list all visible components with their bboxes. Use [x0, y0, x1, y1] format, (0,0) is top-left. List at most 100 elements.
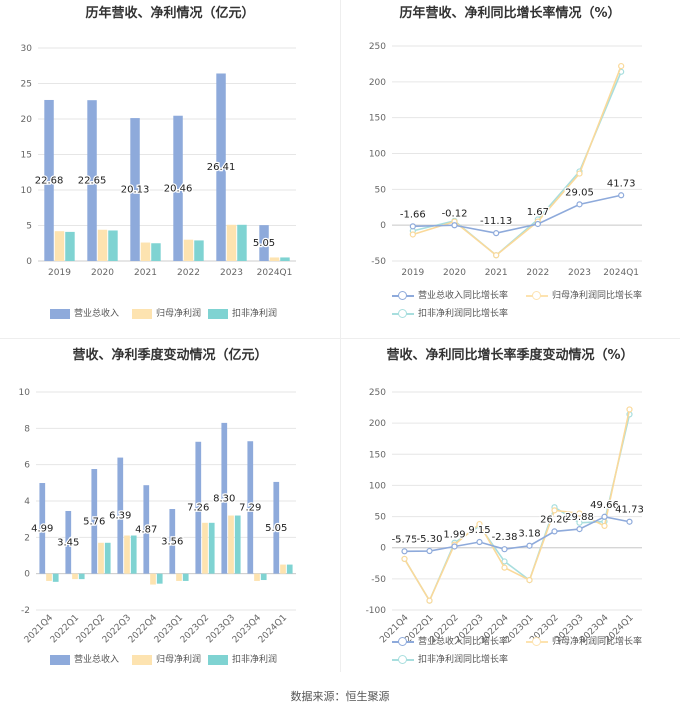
bar-net-profit — [150, 573, 156, 585]
bar-deducted-profit — [182, 573, 189, 581]
data-label: 5.05 — [253, 238, 275, 249]
bar-deducted-profit — [65, 231, 75, 261]
bar-net-profit — [254, 573, 260, 581]
legend-item-net-profit[interactable]: 归母净利润 — [132, 652, 201, 665]
series-point — [476, 520, 483, 528]
series-point — [551, 528, 558, 535]
chart-title: 营收、净利同比增长率季度变动情况（%） — [386, 348, 634, 363]
series-point — [401, 548, 408, 555]
bar-deducted-profit — [78, 573, 85, 580]
legend-item-net-profit-growth[interactable]: 归母净利润同比增长率 — [526, 634, 642, 647]
legend-label: 扣非净利润同比增长率 — [418, 309, 509, 319]
series-point — [618, 62, 625, 70]
x-tick-label: 2021 — [485, 268, 508, 278]
y-tick-label: 15 — [21, 151, 32, 161]
legend-item-revenue-growth[interactable]: 营业总收入同比增长率 — [392, 634, 508, 647]
data-label: -2.38 — [492, 532, 518, 543]
data-label: 3.56 — [161, 536, 183, 547]
series-point — [526, 542, 533, 549]
x-tick-label: 2023 — [568, 268, 591, 278]
bar-deducted-profit — [104, 542, 111, 574]
x-tick-label: 2021 — [134, 268, 157, 278]
legend-swatch — [208, 308, 228, 319]
bar-deducted-profit — [208, 522, 215, 574]
series-line-net-profit-growth — [403, 409, 631, 603]
bar-revenue — [130, 118, 140, 262]
bar-net-profit — [226, 224, 237, 261]
bar-revenue — [247, 441, 254, 574]
legend-swatch — [208, 654, 228, 665]
legend-item-deducted-profit-growth[interactable]: 扣非净利润同比增长率 — [392, 652, 508, 665]
legend-item-revenue[interactable]: 营业总收入 — [50, 306, 119, 319]
legend-item-deducted-profit[interactable]: 扣非净利润 — [208, 652, 277, 665]
bar-net-profit — [97, 229, 108, 261]
y-tick-label: 150 — [369, 114, 386, 124]
data-label: 29.05 — [565, 187, 594, 198]
y-tick-label: 10 — [21, 186, 33, 196]
legend-swatch — [132, 654, 152, 665]
legend-item-net-profit-growth[interactable]: 归母净利润同比增长率 — [526, 288, 642, 301]
data-label: -5.30 — [417, 534, 443, 545]
legend-item-net-profit[interactable]: 归母净利润 — [132, 306, 201, 319]
chart-title: 历年营收、净利情况（亿元） — [85, 6, 255, 21]
y-tick-label: 100 — [369, 150, 386, 160]
bar-revenue — [143, 485, 150, 574]
data-label: 3.45 — [57, 537, 79, 548]
y-tick-label: 0 — [26, 257, 32, 267]
bar-deducted-profit — [156, 573, 163, 584]
bar-deducted-profit — [237, 224, 247, 261]
data-label: 4.99 — [31, 523, 53, 534]
y-tick-label: 200 — [369, 419, 386, 429]
bar-deducted-profit — [52, 573, 59, 582]
data-label: 3.18 — [518, 529, 540, 540]
legend-swatch — [392, 308, 414, 319]
data-label: 9.15 — [468, 525, 490, 536]
y-tick-label: -2 — [21, 606, 30, 616]
legend-item-deducted-profit[interactable]: 扣非净利润 — [208, 306, 277, 319]
x-tick-label: 2022 — [177, 268, 200, 278]
x-tick-label: 2024Q1 — [257, 268, 293, 278]
legend-item-deducted-profit-growth[interactable]: 扣非净利润同比增长率 — [392, 306, 508, 319]
bar-net-profit — [228, 515, 234, 574]
bar-deducted-profit — [194, 240, 204, 261]
x-tick-label: 2022 — [526, 268, 549, 278]
series-point — [501, 558, 508, 565]
y-tick-label: 250 — [369, 388, 386, 398]
bar-net-profit — [269, 257, 280, 261]
vertical-divider — [340, 0, 341, 672]
series-point — [551, 507, 558, 514]
data-label: 22.65 — [78, 176, 107, 187]
bar-revenue — [39, 483, 46, 574]
data-label: 20.13 — [121, 185, 150, 196]
bar-net-profit — [202, 522, 208, 574]
data-label: 8.30 — [213, 493, 235, 504]
legend-swatch — [526, 636, 548, 647]
legend-swatch — [392, 654, 414, 665]
x-tick-label: 2020 — [91, 268, 114, 278]
series-point — [451, 222, 458, 229]
y-tick-label: 250 — [369, 42, 386, 52]
data-label: 7.26 — [187, 503, 209, 514]
annual-growth-rate-panel: 历年营收、净利同比增长率情况（%） -50 0 50 100 150 200 250 2019… — [340, 0, 680, 340]
quarterly-growth-rate-chart: -100-500501001502002502021Q42022Q12022Q2… — [366, 388, 646, 645]
legend-label: 营业总收入同比增长率 — [418, 637, 509, 647]
bar-revenue — [91, 469, 98, 574]
data-label: 22.68 — [35, 175, 64, 186]
data-label: 20.46 — [164, 183, 193, 194]
series-point — [401, 555, 408, 563]
legend-label: 扣非净利润 — [232, 309, 278, 319]
bar-deducted-profit — [286, 564, 293, 574]
legend-item-revenue-growth[interactable]: 营业总收入同比增长率 — [392, 288, 508, 301]
bar-net-profit — [183, 239, 194, 261]
series-line-revenue-growth — [412, 194, 622, 234]
series-point — [534, 220, 541, 228]
series-point — [426, 547, 433, 555]
bar-revenue — [65, 510, 72, 574]
legend-swatch — [50, 308, 70, 319]
bar-revenue — [273, 481, 280, 574]
y-tick-label: 0 — [380, 221, 386, 231]
bar-deducted-profit — [260, 573, 267, 581]
legend-item-revenue[interactable]: 营业总收入 — [50, 652, 119, 665]
y-tick-label: 20 — [21, 115, 33, 125]
legend-swatch — [392, 290, 414, 301]
